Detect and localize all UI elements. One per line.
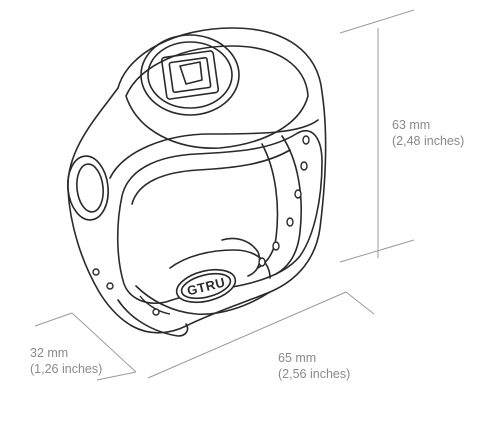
- band-inner-wall: [131, 149, 291, 205]
- strap-lower-loop: [169, 249, 271, 279]
- depth-dimension-lines: [34, 312, 137, 381]
- depth-imperial: (1,26 inches): [30, 362, 103, 376]
- band-front-rim: [109, 119, 319, 179]
- strap-end: [139, 295, 171, 316]
- depth-metric: 32 mm: [30, 346, 69, 360]
- width-dimension-label: 65 mm (2,56 inches): [278, 350, 350, 382]
- width-metric: 65 mm: [278, 351, 317, 365]
- strap-hole: [302, 135, 310, 145]
- strap-hole: [272, 241, 280, 251]
- height-imperial: (2,48 inches): [392, 134, 465, 148]
- strap-hole: [300, 161, 308, 171]
- strap-hole: [286, 217, 294, 227]
- strap-hole: [258, 257, 266, 267]
- buckle: [175, 268, 237, 304]
- band-top-face-edge: [125, 45, 309, 149]
- side-rivets: [92, 268, 114, 290]
- band-inner-opening: [116, 129, 323, 304]
- rivet: [106, 282, 114, 290]
- height-metric: 63 mm: [392, 118, 431, 132]
- strap-tab: [117, 299, 189, 337]
- height-dimension-lines: [339, 9, 415, 263]
- depth-dimension-label: 32 mm (1,26 inches): [30, 345, 102, 377]
- band-outer-outline: [67, 27, 327, 334]
- width-dimension-lines: [147, 291, 375, 379]
- rivet: [92, 268, 100, 276]
- strap-inner-edge: [275, 135, 302, 275]
- top-logo-icon: [140, 34, 240, 116]
- strap-keeper: [221, 237, 261, 277]
- side-oval-inner: [76, 163, 104, 213]
- strap-inner-edge-2: [257, 143, 279, 269]
- width-imperial: (2,56 inches): [278, 367, 351, 381]
- height-dimension-label: 63 mm (2,48 inches): [392, 117, 464, 149]
- strap-holes: [258, 135, 310, 267]
- fitness-band: [67, 27, 327, 337]
- strap-bottom: [135, 285, 271, 316]
- strap-hole: [294, 189, 302, 199]
- side-oval-outer: [67, 155, 109, 221]
